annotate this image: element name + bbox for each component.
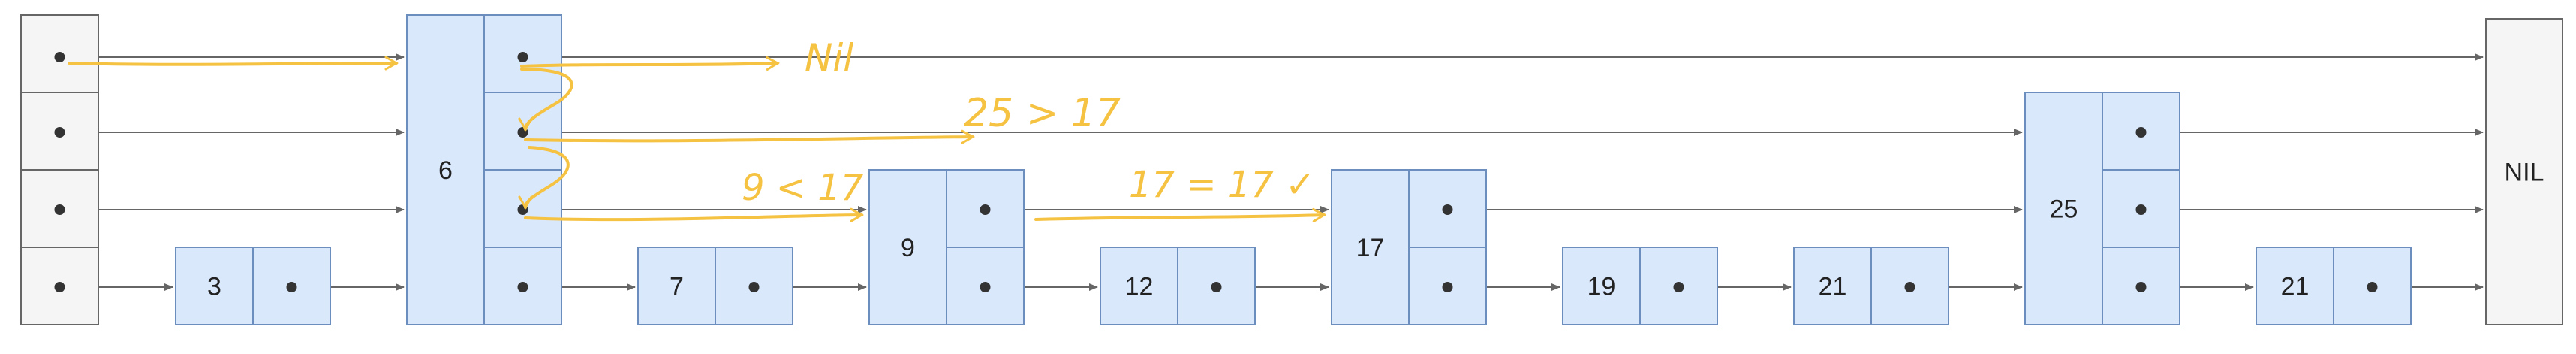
node-pointer-dot — [2367, 282, 2378, 292]
head-pointer-dot — [54, 204, 65, 215]
node-pointer-cell — [946, 247, 1025, 325]
annotation-nil: Nil — [805, 36, 853, 80]
node-key-label: 12 — [1125, 273, 1154, 301]
node-pointer-dot — [980, 282, 991, 292]
node-key-label: 17 — [1356, 234, 1385, 262]
path-6-to-nil-probe — [520, 56, 781, 71]
node-pointer-dot — [2135, 282, 2147, 292]
path-9-to-17 — [1034, 207, 1327, 222]
node-pointer-dot — [286, 282, 297, 292]
node-key-label: 7 — [670, 273, 684, 301]
annotation-9-lt-17: 9 < 17 — [742, 167, 864, 209]
node-pointer-dot — [2135, 127, 2147, 138]
node-pointer-dot — [517, 282, 528, 292]
node-pointer-cell — [2102, 92, 2180, 171]
node-key-label: 6 — [438, 156, 453, 185]
node-key-cell — [868, 169, 947, 325]
node-pointer-dot — [2135, 204, 2147, 215]
node-key-cell — [2256, 247, 2334, 325]
node-pointer-dot — [980, 204, 991, 215]
path-head-to-6 — [68, 56, 399, 71]
path-6-to-25-probe — [524, 129, 976, 144]
node-pointer-dot — [517, 52, 528, 62]
head-pointer-dot — [54, 52, 65, 62]
node-key-label: 19 — [1587, 273, 1616, 301]
node-key-label: 21 — [1819, 273, 1847, 301]
node-key-cell — [2024, 92, 2103, 325]
node-pointer-dot — [1442, 204, 1453, 215]
nil-label: NIL — [2505, 159, 2544, 187]
node-key-cell — [175, 247, 254, 325]
node-key-cell — [406, 14, 485, 325]
node-pointer-cell — [483, 169, 562, 248]
node-key-label: 9 — [901, 234, 915, 262]
annotation-17-eq-17: 17 = 17 ✓ — [1129, 164, 1315, 206]
path-drop-level-3 — [518, 68, 573, 132]
head-pointer-dot — [54, 127, 65, 138]
path-6-to-9 — [524, 207, 865, 222]
node-pointer-dot — [748, 282, 760, 292]
head-pointer-dot — [54, 282, 65, 292]
annotation-25-gt-17: 25 > 17 — [964, 91, 1121, 136]
node-pointer-dot — [1904, 282, 1915, 292]
node-key-label: 3 — [207, 273, 221, 301]
node-pointer-dot — [1211, 282, 1222, 292]
nil-node — [2485, 18, 2563, 325]
node-key-label: 21 — [2281, 273, 2310, 301]
node-key-cell — [1562, 247, 1641, 325]
node-key-cell — [1100, 247, 1178, 325]
node-key-label: 25 — [2050, 195, 2078, 224]
node-key-cell — [637, 247, 716, 325]
head-cell — [20, 14, 99, 93]
path-drop-level-2 — [518, 146, 570, 210]
node-pointer-dot — [1673, 282, 1684, 292]
node-pointer-dot — [1442, 282, 1453, 292]
search-annotations: Nil 25 > 17 9 < 17 17 = 17 ✓ — [68, 36, 1327, 222]
